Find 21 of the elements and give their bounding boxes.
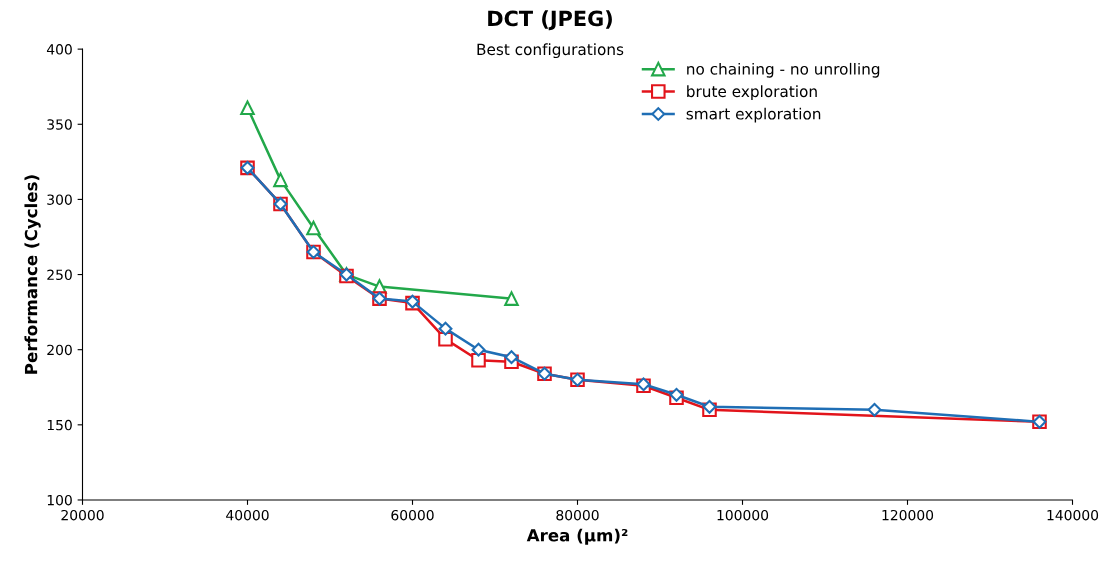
y-tick-label: 200 bbox=[47, 344, 72, 356]
chart-subtitle: Best configurations bbox=[477, 43, 624, 59]
x-tick-label: 120000 bbox=[882, 509, 934, 521]
x-tick-label: 20000 bbox=[61, 509, 104, 521]
x-tick-label: 140000 bbox=[1047, 509, 1099, 521]
legend-label: no chaining - no unrolling bbox=[687, 62, 880, 78]
y-tick-label: 150 bbox=[47, 419, 72, 431]
x-tick-label: 100000 bbox=[717, 509, 769, 521]
x-tick-label: 80000 bbox=[556, 509, 599, 521]
legend-label: smart exploration bbox=[686, 107, 821, 123]
y-tick-label: 400 bbox=[46, 44, 72, 55]
y-tick-label: 100 bbox=[47, 494, 72, 506]
y-axis-title: Performance (Cycles) bbox=[24, 175, 41, 374]
chart-title: DCT (JPEG) bbox=[488, 10, 612, 31]
x-tick-label: 60000 bbox=[391, 509, 434, 521]
y-tick-label: 250 bbox=[47, 269, 72, 281]
legend-label: brute exploration bbox=[687, 85, 817, 101]
x-tick-label: 40000 bbox=[226, 509, 269, 521]
y-tick-label: 350 bbox=[47, 119, 72, 130]
x-axis-title: Area (µm)² bbox=[526, 528, 628, 545]
y-tick-label: 300 bbox=[47, 194, 72, 205]
